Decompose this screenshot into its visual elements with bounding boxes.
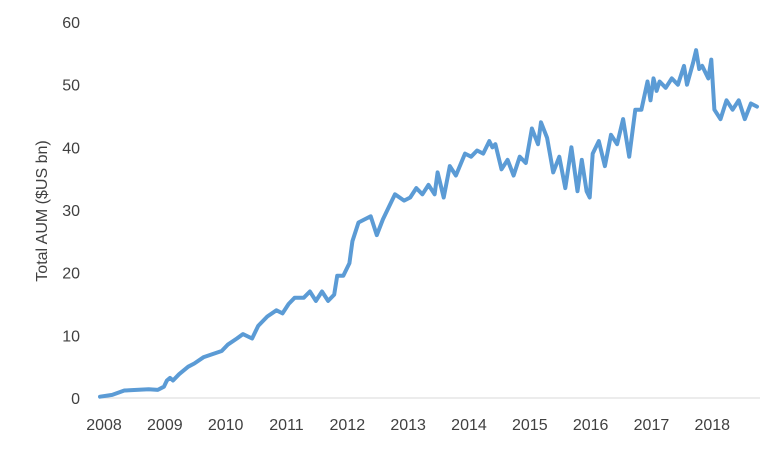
y-tick-label: 10 <box>62 328 80 345</box>
y-tick-label: 0 <box>71 391 80 408</box>
x-tick-label: 2009 <box>147 417 183 434</box>
x-tick-label: 2015 <box>512 417 548 434</box>
y-tick-label: 30 <box>62 203 80 220</box>
x-tick-label: 2012 <box>330 417 366 434</box>
x-tick-label: 2017 <box>634 417 670 434</box>
x-tick-label: 2018 <box>694 417 730 434</box>
y-tick-label: 40 <box>62 140 80 157</box>
x-tick-labels: 2008 2009 2010 2011 2012 2013 2014 2015 2016 2017… <box>86 417 730 434</box>
x-tick-label: 2010 <box>208 417 244 434</box>
x-tick-label: 2008 <box>86 417 122 434</box>
x-tick-label: 2011 <box>269 417 304 434</box>
aum-series-line <box>98 48 759 399</box>
y-tick-label: 60 <box>62 15 80 32</box>
y-tick-label: 20 <box>62 266 80 283</box>
y-tick-labels: 0 10 20 30 40 50 60 <box>62 15 80 408</box>
x-tick-label: 2013 <box>390 417 426 434</box>
x-tick-label: 2014 <box>451 417 487 434</box>
y-tick-label: 50 <box>62 78 80 95</box>
x-tick-label: 2016 <box>573 417 609 434</box>
y-axis-title: Total AUM ($US bn) <box>34 140 51 281</box>
